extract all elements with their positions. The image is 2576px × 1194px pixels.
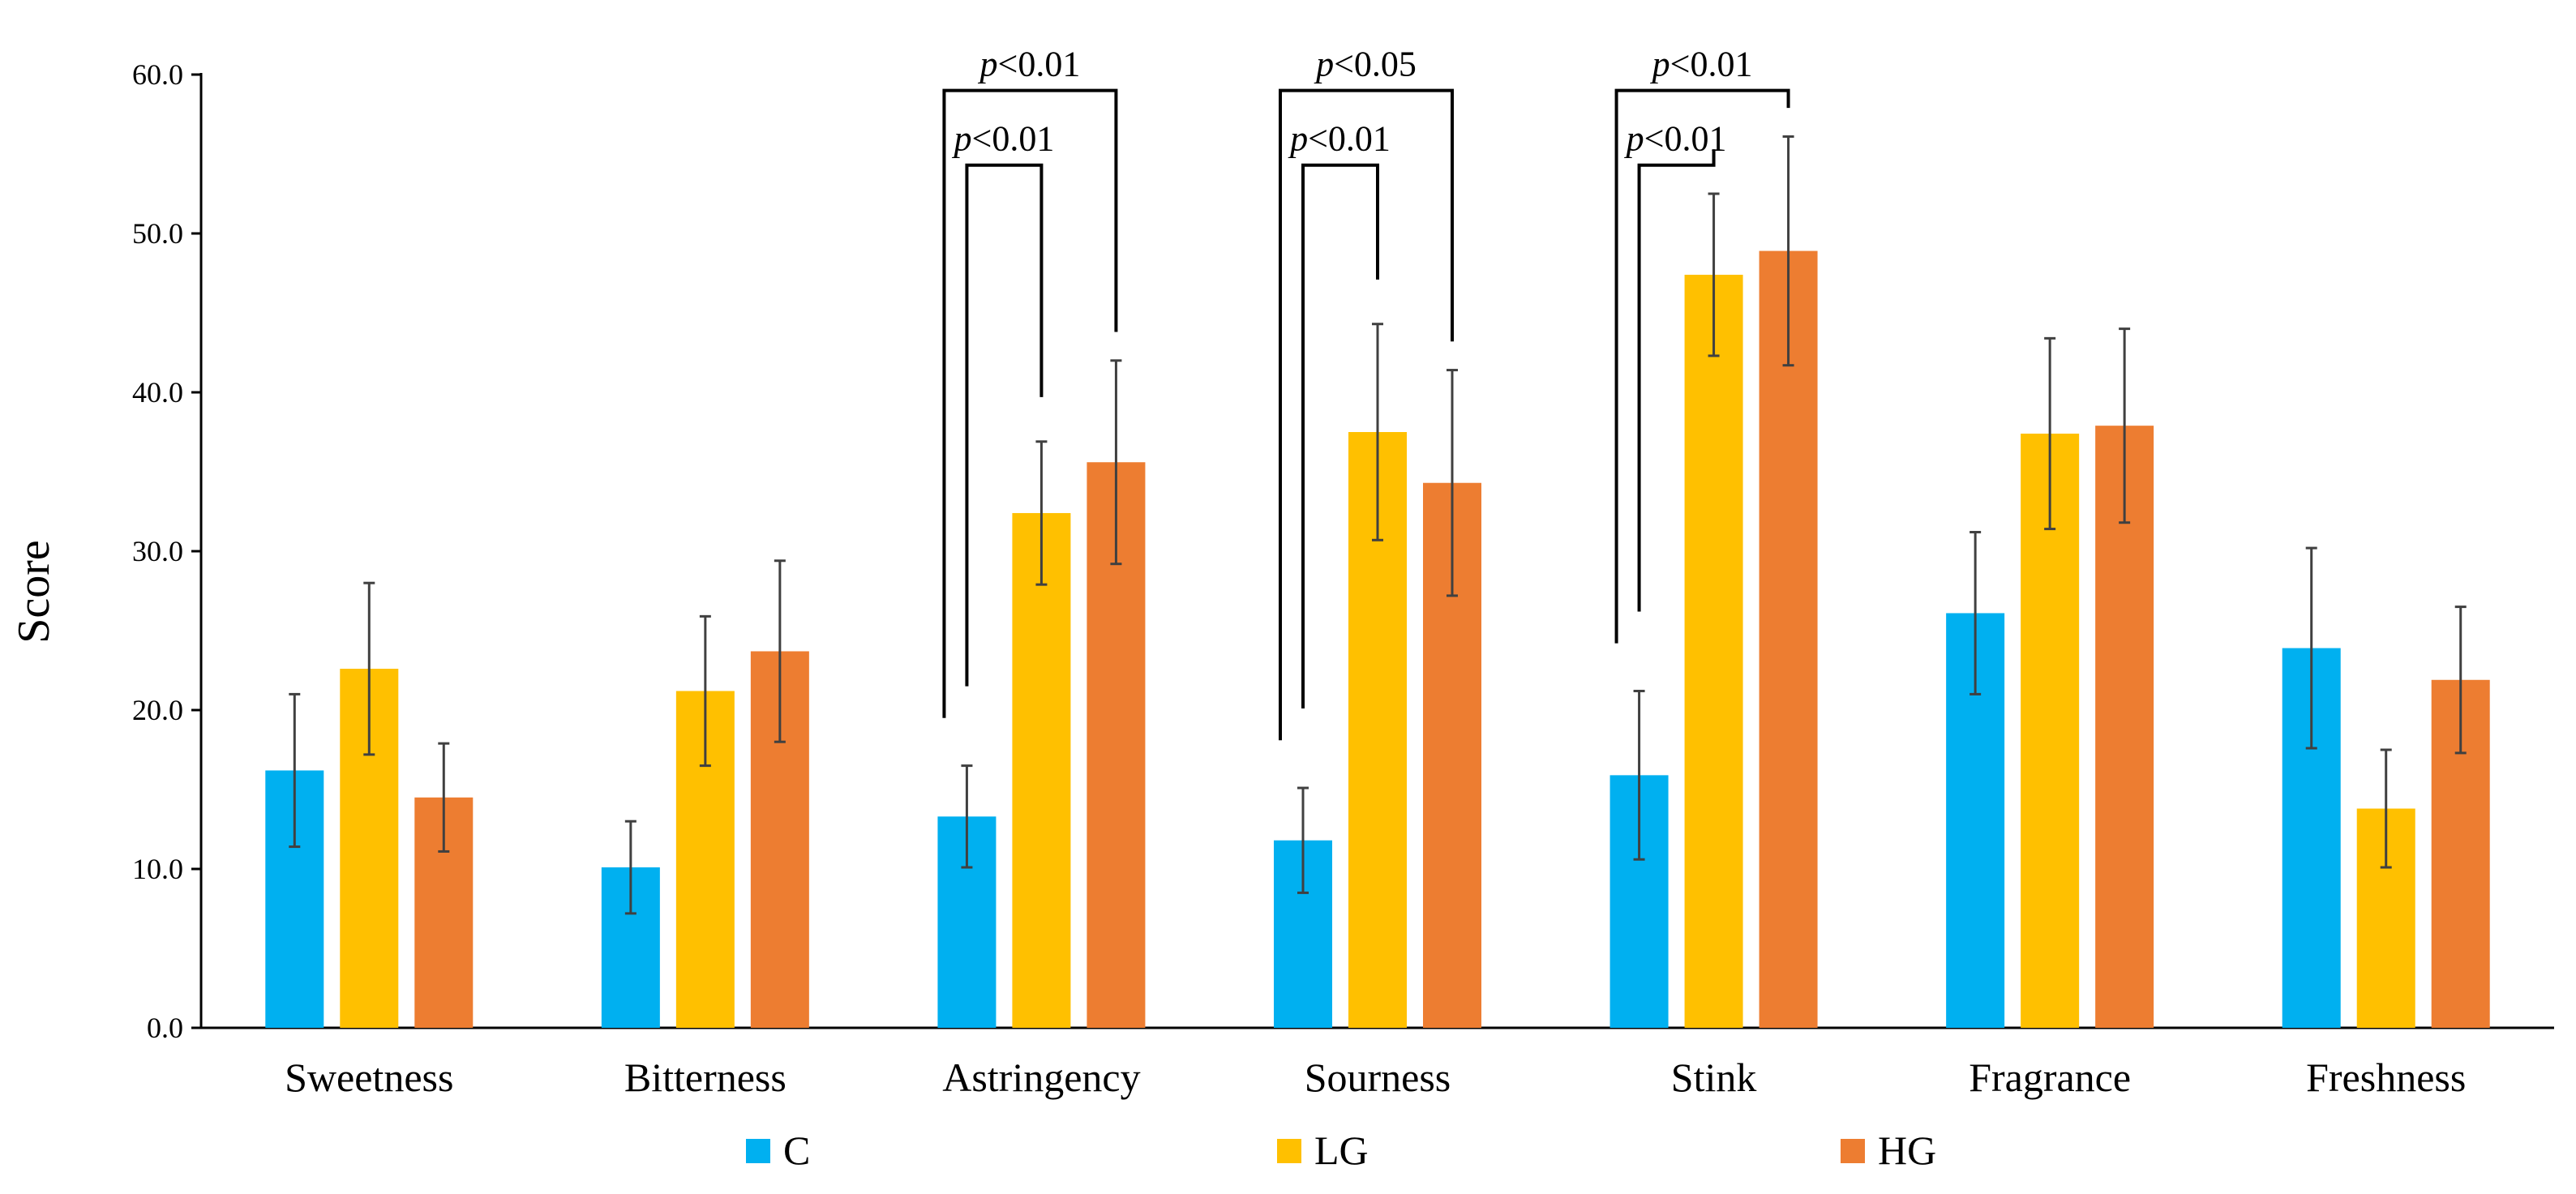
p-value-label: p<0.01	[1650, 45, 1753, 84]
y-axis-label: Score	[9, 540, 59, 644]
legend-label: HG	[1878, 1128, 1936, 1173]
legend-swatch	[746, 1139, 770, 1163]
error-bar	[2044, 336, 2056, 531]
error-bar	[624, 820, 636, 915]
y-tick-label: 40.0	[132, 376, 183, 409]
error-bar	[2454, 606, 2467, 755]
p-threshold: <0.05	[1334, 45, 1417, 84]
p-symbol: p	[978, 45, 998, 84]
y-tick-label: 20.0	[132, 694, 183, 726]
bracket-line	[1301, 163, 1379, 709]
legend-item: HG	[1841, 1128, 1936, 1173]
p-threshold: <0.01	[1644, 119, 1727, 159]
p-symbol: p	[1624, 119, 1644, 159]
x-tick-label: Astringency	[942, 1055, 1140, 1100]
bar	[2021, 433, 2080, 1028]
bracket-line	[1279, 88, 1454, 741]
p-value-label: p<0.01	[978, 45, 1081, 84]
error-bar	[363, 581, 375, 756]
y-tick-label: 30.0	[132, 535, 183, 567]
significance-bracket: p<0.01	[1624, 119, 1727, 612]
x-tick-label: Fragrance	[1969, 1055, 2131, 1100]
error-bar	[2380, 748, 2392, 869]
error-bar	[1708, 192, 1720, 357]
error-bar	[1297, 786, 1309, 894]
error-bar	[1110, 359, 1122, 566]
x-tick-label: Sourness	[1305, 1055, 1451, 1100]
error-bar	[774, 559, 786, 743]
p-value-label: p<0.05	[1314, 45, 1417, 84]
x-tick-label: Bitterness	[624, 1055, 787, 1100]
p-threshold: <0.01	[1670, 45, 1753, 84]
p-threshold: <0.01	[998, 45, 1081, 84]
error-bar	[1633, 689, 1645, 861]
p-value-label: p<0.01	[1288, 119, 1391, 159]
y-tick-label: 60.0	[132, 58, 183, 91]
legend-item: LG	[1277, 1128, 1369, 1173]
error-bar	[289, 692, 301, 849]
error-bars	[289, 135, 2467, 915]
significance-bracket: p<0.01	[952, 119, 1055, 687]
x-tick-label: Freshness	[2306, 1055, 2466, 1100]
error-bar	[2119, 327, 2131, 524]
significance-bracket: p<0.01	[942, 45, 1118, 718]
error-bar	[1035, 440, 1048, 586]
significance-bracket: p<0.01	[1288, 119, 1391, 709]
error-bar	[961, 764, 973, 869]
legend-item: C	[746, 1128, 810, 1173]
y-tick-label: 0.0	[147, 1012, 183, 1044]
legend-swatch	[1841, 1139, 1865, 1163]
p-symbol: p	[1288, 119, 1308, 159]
bar	[2095, 426, 2154, 1028]
x-tick-label: Sweetness	[285, 1055, 453, 1100]
bar	[1012, 512, 1071, 1028]
significance-bracket: p<0.05	[1279, 45, 1454, 741]
bar	[1684, 274, 1743, 1029]
bar	[1759, 250, 1818, 1028]
bracket-line	[1637, 149, 1716, 612]
error-bar	[1372, 323, 1383, 541]
error-bar	[438, 742, 450, 853]
error-bar	[1447, 369, 1458, 597]
legend-label: C	[783, 1128, 810, 1173]
axes: 0.0 10.0 20.0 30.0 40.0 50.0 60.0	[132, 58, 2554, 1044]
error-bar	[1970, 530, 1982, 695]
y-tick-label: 10.0	[132, 853, 183, 885]
p-symbol: p	[952, 119, 972, 159]
bracket-line	[965, 163, 1044, 687]
error-bar	[699, 614, 711, 768]
p-value-label: p<0.01	[1624, 119, 1727, 159]
legend-label: LG	[1314, 1128, 1369, 1173]
p-threshold: <0.01	[1308, 119, 1391, 159]
bracket-line	[942, 88, 1118, 718]
p-symbol: p	[1314, 45, 1334, 84]
bars	[265, 250, 2490, 1029]
legend: C LG HG	[746, 1128, 1936, 1173]
error-bar	[1782, 135, 1794, 367]
x-tick-label: Stink	[1671, 1055, 1757, 1100]
p-symbol: p	[1650, 45, 1670, 84]
p-threshold: <0.01	[972, 119, 1055, 159]
significance-brackets: p<0.01p<0.01p<0.05p<0.01p<0.01p<0.01	[942, 45, 1790, 741]
error-bar	[2305, 546, 2317, 750]
y-tick-label: 50.0	[132, 217, 183, 250]
p-value-label: p<0.01	[952, 119, 1055, 159]
bracket-line	[1614, 88, 1790, 644]
category-labels: Sweetness Bitterness Astringency Sourness St…	[285, 1055, 2466, 1100]
legend-swatch	[1277, 1139, 1301, 1163]
significance-bracket: p<0.01	[1614, 45, 1790, 644]
